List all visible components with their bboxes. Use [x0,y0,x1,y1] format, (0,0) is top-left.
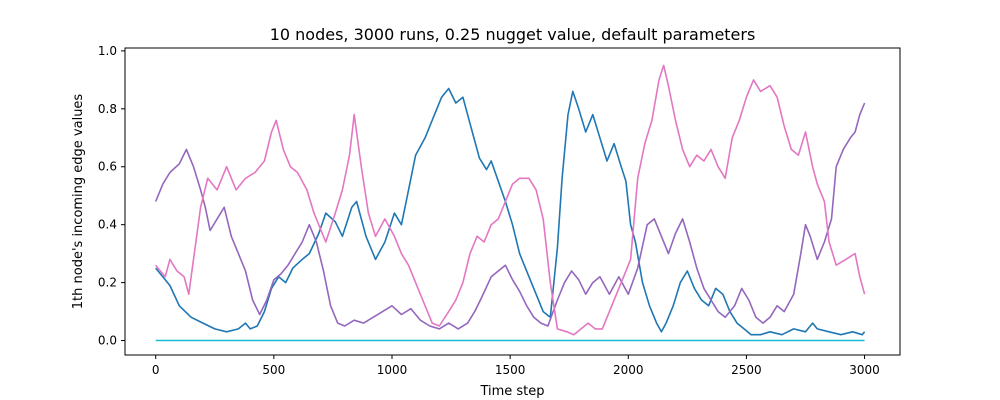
y-tick-label: 0.6 [98,160,117,174]
x-tick-label: 500 [262,363,285,377]
series-line-2 [154,102,866,330]
x-tick-label: 2000 [613,363,644,377]
x-tick-label: 1500 [495,363,526,377]
series-line-3 [155,64,866,336]
y-tick-label: 1.0 [98,44,117,58]
y-tick-label: 0.0 [98,334,117,348]
y-axis-label: 1th node's incoming edge values [71,94,86,310]
x-axis-label: Time step [479,384,544,399]
series-line-1 [155,87,866,336]
tick-layer: 0 500 1000 1500 2000 2500 3000 0.0 0.2 0.4 0.6 0.8 1… [98,44,880,377]
y-tick-label: 0.2 [98,276,117,290]
x-tick-label: 2500 [731,363,762,377]
x-tick-label: 1000 [377,363,408,377]
x-tick-label: 0 [152,363,160,377]
y-tick-label: 0.4 [98,218,117,232]
x-tick-label: 3000 [849,363,880,377]
series-layer [154,64,866,342]
axes-frame [124,47,901,356]
y-tick-label: 0.8 [98,102,117,116]
chart-title: 10 nodes, 3000 runs, 0.25 nugget value, … [270,25,756,44]
